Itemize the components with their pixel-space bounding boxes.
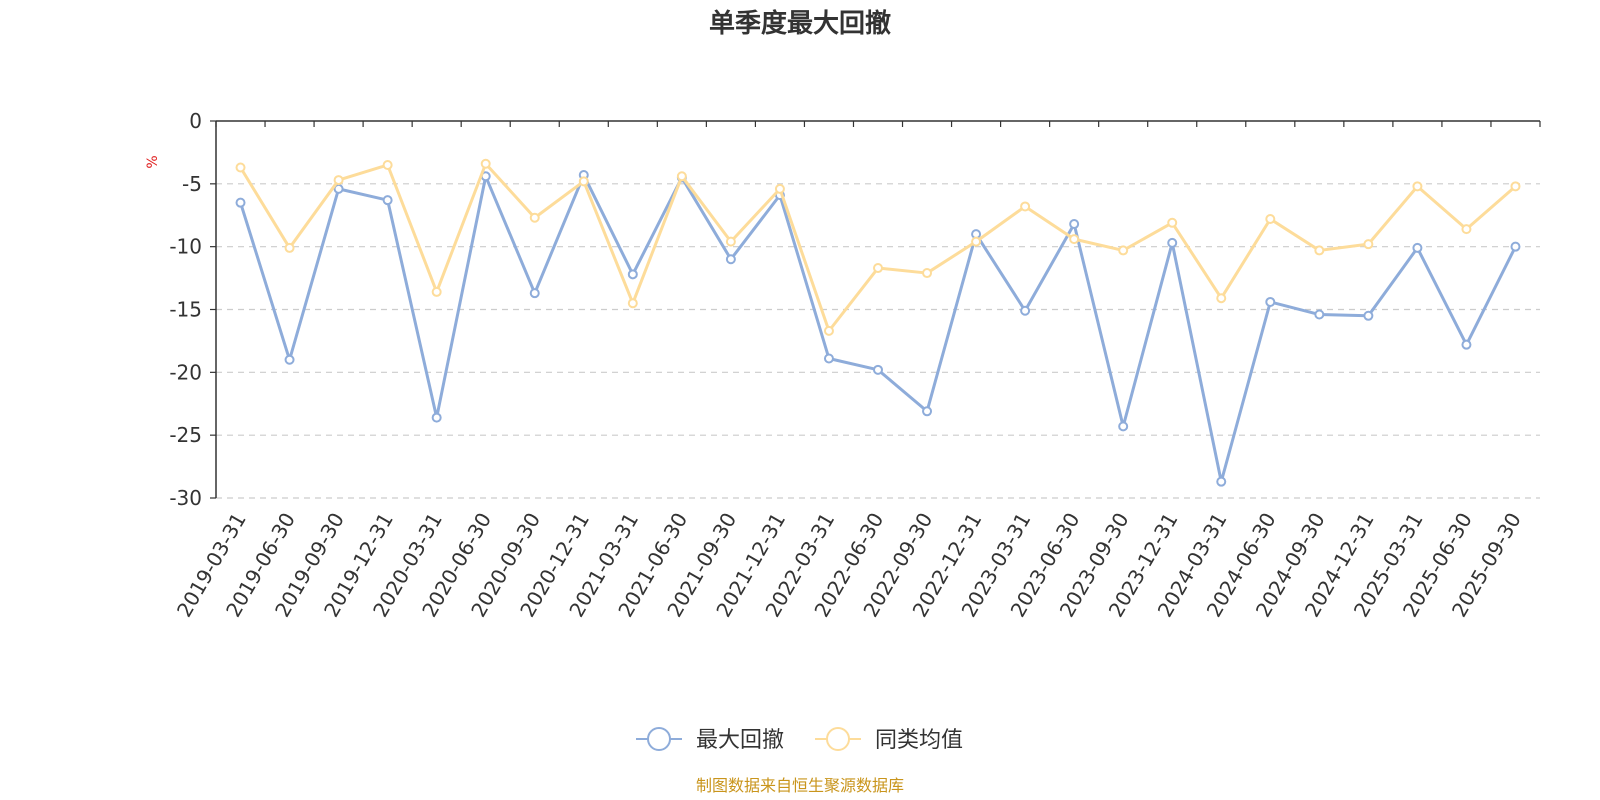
data-point bbox=[676, 171, 687, 182]
data-point bbox=[1069, 219, 1080, 230]
data-point bbox=[1118, 245, 1129, 256]
legend[interactable]: 最大回撤 同类均值 bbox=[636, 727, 963, 753]
data-point bbox=[1314, 245, 1325, 256]
data-point bbox=[1461, 224, 1472, 235]
data-point bbox=[774, 183, 785, 194]
data-point bbox=[1216, 476, 1227, 487]
data-point bbox=[431, 412, 442, 423]
data-point bbox=[284, 354, 295, 365]
legend-marker-icon bbox=[647, 727, 671, 751]
data-point bbox=[1020, 201, 1031, 212]
grid-lines bbox=[216, 183, 1540, 499]
data-point bbox=[873, 364, 883, 375]
y-tick-label: -10 bbox=[169, 235, 202, 259]
data-point bbox=[922, 268, 933, 279]
data-point bbox=[235, 197, 246, 208]
data-point bbox=[725, 236, 736, 247]
data-point bbox=[1412, 181, 1423, 192]
data-point bbox=[627, 298, 638, 309]
data-point bbox=[529, 288, 540, 299]
chart-title: 单季度最大回撤 bbox=[709, 8, 891, 39]
source-note: 制图数据来自恒生聚源数据库 bbox=[696, 776, 904, 795]
data-point bbox=[1118, 421, 1129, 432]
legend-label: 最大回撤 bbox=[696, 728, 784, 753]
data-point bbox=[1363, 239, 1374, 250]
y-tick-label: -25 bbox=[169, 423, 202, 447]
data-point bbox=[284, 242, 295, 253]
axes bbox=[210, 120, 1541, 499]
data-point bbox=[1363, 310, 1374, 321]
series-1 bbox=[235, 170, 1521, 487]
series-lines bbox=[235, 158, 1521, 487]
series-2 bbox=[235, 158, 1521, 336]
data-point bbox=[922, 406, 933, 417]
data-point bbox=[725, 254, 736, 265]
data-point bbox=[627, 269, 638, 280]
data-point bbox=[529, 212, 540, 223]
data-point bbox=[431, 286, 442, 297]
y-tick-label: -5 bbox=[182, 172, 202, 196]
data-point bbox=[823, 325, 834, 336]
legend-label: 同类均值 bbox=[875, 728, 963, 753]
data-point bbox=[578, 176, 589, 187]
legend-item-2[interactable]: 同类均值 bbox=[815, 727, 963, 753]
series-line bbox=[239, 162, 1517, 333]
y-tick-label: -15 bbox=[169, 298, 202, 322]
data-point bbox=[1510, 181, 1521, 192]
legend-marker-icon bbox=[826, 727, 850, 751]
data-point bbox=[1216, 293, 1227, 304]
y-tick-label: -20 bbox=[169, 360, 202, 384]
data-point bbox=[1167, 217, 1178, 228]
data-point bbox=[1167, 237, 1178, 248]
data-point bbox=[382, 159, 393, 170]
data-point bbox=[823, 353, 834, 364]
y-axis-unit: % bbox=[145, 155, 161, 168]
data-point bbox=[1069, 234, 1080, 245]
data-point bbox=[1510, 241, 1521, 252]
data-point bbox=[1461, 339, 1472, 350]
data-point bbox=[971, 236, 982, 247]
x-tick-labels: 2019-03-312019-06-302019-09-302019-12-31… bbox=[172, 509, 1526, 622]
data-point bbox=[873, 263, 883, 274]
y-tick-label: 0 bbox=[189, 109, 202, 133]
data-point bbox=[1314, 309, 1325, 320]
legend-item-1[interactable]: 最大回撤 bbox=[636, 727, 784, 753]
data-point bbox=[333, 175, 344, 186]
data-point bbox=[480, 158, 491, 169]
data-point bbox=[235, 162, 246, 173]
data-point bbox=[1020, 305, 1031, 316]
y-tick-labels: 0 -5 -10 -15 -20 -25 -30 bbox=[169, 109, 202, 510]
data-point bbox=[1265, 214, 1276, 225]
data-point bbox=[382, 195, 393, 206]
data-point bbox=[1412, 242, 1423, 253]
y-tick-label: -30 bbox=[169, 486, 202, 510]
data-point bbox=[1265, 296, 1276, 307]
